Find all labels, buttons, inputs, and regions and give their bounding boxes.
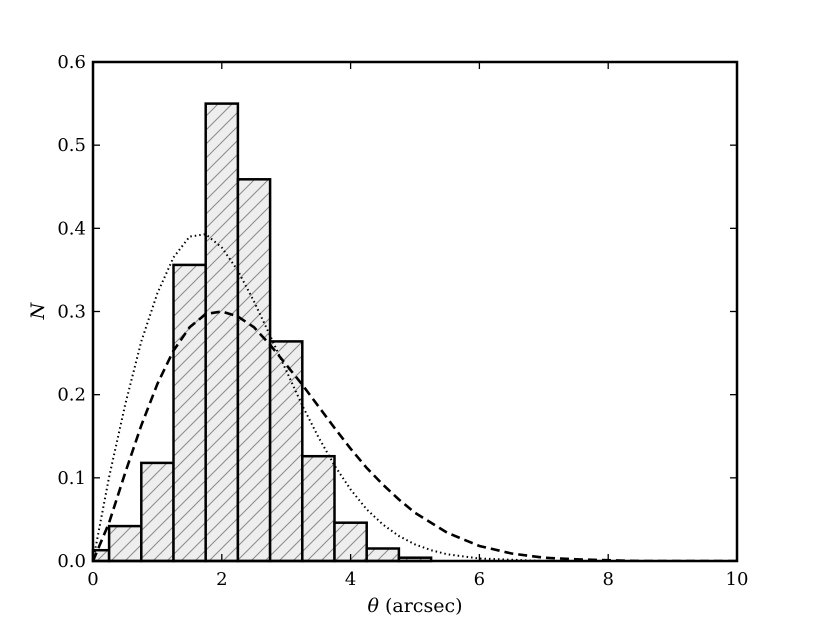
x-tick-label: 10 [726,569,749,590]
histogram-bar-2 [140,461,175,563]
axis-ticks: 0 2 4 6 8 10 0.0 0.1 0.2 0.3 0.4 0.5 0.6 [57,52,748,590]
model-curves [93,233,737,561]
y-tick-label: 0.4 [57,218,86,239]
y-axis-label: N [27,301,49,320]
x-tick-label: 2 [216,569,227,590]
x-axis-symbol: θ [367,595,379,617]
x-axis-label: θ (arcsec) [367,595,462,617]
histogram-bar-6 [268,340,304,563]
x-tick-label: 4 [345,569,356,590]
dotted-curve [93,233,737,561]
dashed-curve [93,310,737,561]
histogram-bar-1 [107,524,143,563]
y-tick-label: 0.6 [57,52,86,73]
histogram-bar-3 [172,263,207,563]
x-tick-label: 8 [602,569,613,590]
x-tick-label: 0 [87,569,98,590]
y-tick-label: 0.2 [57,385,86,406]
x-axis-unit: (arcsec) [385,595,463,617]
histogram-bar-4 [204,102,240,563]
y-tick-label: 0.5 [57,135,86,156]
y-tick-label: 0.0 [57,551,86,572]
histogram-bar-7 [301,454,336,563]
histogram-bar-9 [365,547,401,563]
histogram-bar-5 [236,178,272,563]
x-tick-label: 6 [474,569,485,590]
y-tick-label: 0.1 [57,468,86,489]
histogram-bars [91,102,433,563]
y-tick-label: 0.3 [57,302,86,323]
